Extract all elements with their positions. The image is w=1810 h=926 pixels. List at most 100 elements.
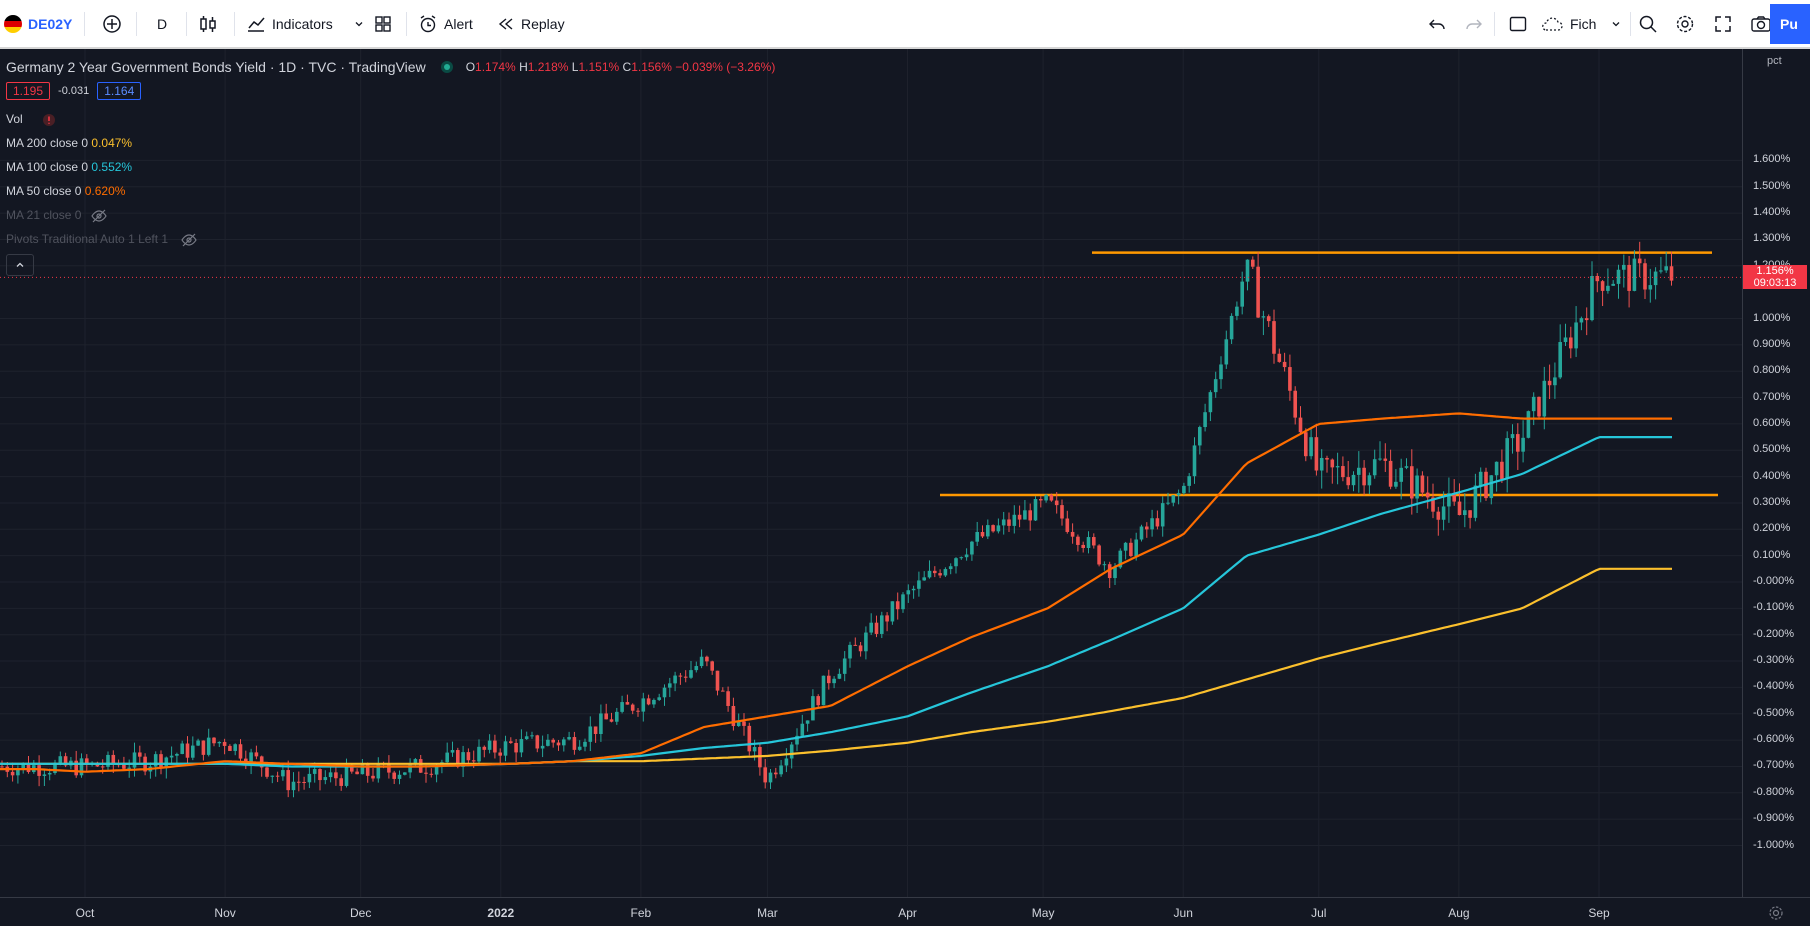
candle-body [1277,353,1282,362]
candle-body [1065,518,1070,532]
candle-body [964,554,969,558]
replay-button[interactable]: Replay [497,0,565,47]
indicator-ma100[interactable]: MA 100 close 0 0.552% [6,160,133,174]
time-axis[interactable]: Oct Nov Dec 2022 Feb Mar Apr May Jun Jul Aug Sep [0,897,1810,926]
candle-body [583,741,587,747]
candle-body [699,656,704,667]
templates-button[interactable] [373,0,393,47]
compare-button[interactable] [102,0,122,47]
candle-body [376,763,381,779]
candle-body [975,532,979,542]
time-tick-label: Jul [1311,906,1327,920]
candle-body [641,698,646,712]
candle-body [922,577,926,581]
candle-body [895,601,900,610]
candle-body [779,765,783,775]
candle-body [456,750,460,767]
buy-price-box[interactable]: 1.164 [97,82,142,100]
price-tick-label: 0.200% [1753,522,1791,535]
price-tick-label: -0.000% [1753,575,1794,587]
fullscreen-button[interactable] [1713,0,1733,47]
redo-icon [1466,19,1482,29]
candle-body [1415,475,1419,499]
candle-body [1547,380,1552,386]
candle-body [228,745,232,751]
candle-body [1410,466,1414,499]
eye-hidden-icon[interactable] [181,233,198,247]
candle-body [1579,318,1584,323]
price-axis[interactable]: pct 1.600%1.500%1.400%1.300%1.200%1.000%… [1742,49,1810,897]
candle-body [1505,438,1509,480]
sell-price-box[interactable]: 1.195 [6,82,51,100]
chart-title[interactable]: Germany 2 Year Government Bonds Yield · … [6,59,426,75]
replay-label: Replay [521,15,565,32]
candle-body [1457,501,1462,516]
candle-body [800,723,805,736]
candle-body [222,741,227,746]
undo-button[interactable] [1428,0,1446,47]
candle-body [132,752,137,768]
price-tick-label: -0.800% [1753,785,1794,798]
chevron-down-icon [355,21,363,26]
price-tick-label: 1.400% [1753,206,1791,219]
eye-hidden-icon[interactable] [91,209,107,223]
candle-body [1447,493,1451,507]
chart-type-button[interactable] [198,0,218,47]
candle-body [980,532,985,537]
candle-body [1357,467,1361,475]
candle-body [519,739,524,753]
indicator-ma200[interactable]: MA 200 close 0 0.047% [6,136,133,150]
candle-body [185,743,190,758]
candle-body [1224,339,1229,365]
interval-button[interactable]: D [157,0,167,47]
ma-line[interactable] [0,436,1672,768]
gear-icon[interactable] [1768,905,1784,921]
candle-body [0,766,4,768]
candle-body [26,763,31,773]
time-tick-label: Oct [75,906,95,920]
price-tick-label: 1.000% [1753,311,1791,324]
ma-line[interactable] [0,567,1672,765]
candle-body [312,769,317,774]
search-button[interactable] [1638,0,1658,47]
price-chart[interactable] [0,49,1742,897]
candle-body [1097,545,1101,565]
redo-button[interactable] [1465,0,1483,47]
candle-body [1150,518,1154,530]
candle-body [477,746,481,762]
rewind-icon [498,17,513,30]
ma-line[interactable] [0,412,1672,773]
candle-body [1219,364,1223,380]
candle-body [1478,471,1483,486]
price-tick-label: 1.600% [1753,153,1791,166]
indicator-ma21[interactable]: MA 21 close 0 [6,208,107,223]
candle-body [911,588,916,591]
indicator-ma50[interactable]: MA 50 close 0 0.620% [6,184,126,198]
candle-body [1044,494,1048,501]
candle-body [1139,526,1144,540]
candle-body [1160,503,1165,527]
collapse-legend-button[interactable] [6,254,34,276]
candle-body [74,760,78,776]
candle-body [1288,367,1292,391]
publish-button[interactable]: Pu [1770,4,1810,44]
candle-body [334,772,338,779]
indicator-pivots[interactable]: Pivots Traditional Auto 1 Left 1 [6,232,198,247]
snapshot-button[interactable] [1750,0,1772,47]
candle-body [752,747,757,752]
candle-body [1542,380,1547,417]
candle-body [1229,315,1234,340]
layout-button[interactable] [1508,0,1528,47]
candle-body [1293,390,1297,418]
settings-button[interactable] [1675,0,1695,47]
layout-name: Fich [1570,15,1597,32]
indicators-button[interactable]: Indicators [246,0,365,47]
cloud-save-button[interactable]: Fich [1540,0,1622,47]
candle-body [683,676,688,678]
candle-body [360,764,365,775]
indicator-vol[interactable]: Vol [6,112,56,127]
symbol-search[interactable]: DE02Y [4,0,72,47]
candle-body [196,740,200,746]
alert-button[interactable]: Alert [418,0,473,47]
candle-body [1017,514,1022,520]
